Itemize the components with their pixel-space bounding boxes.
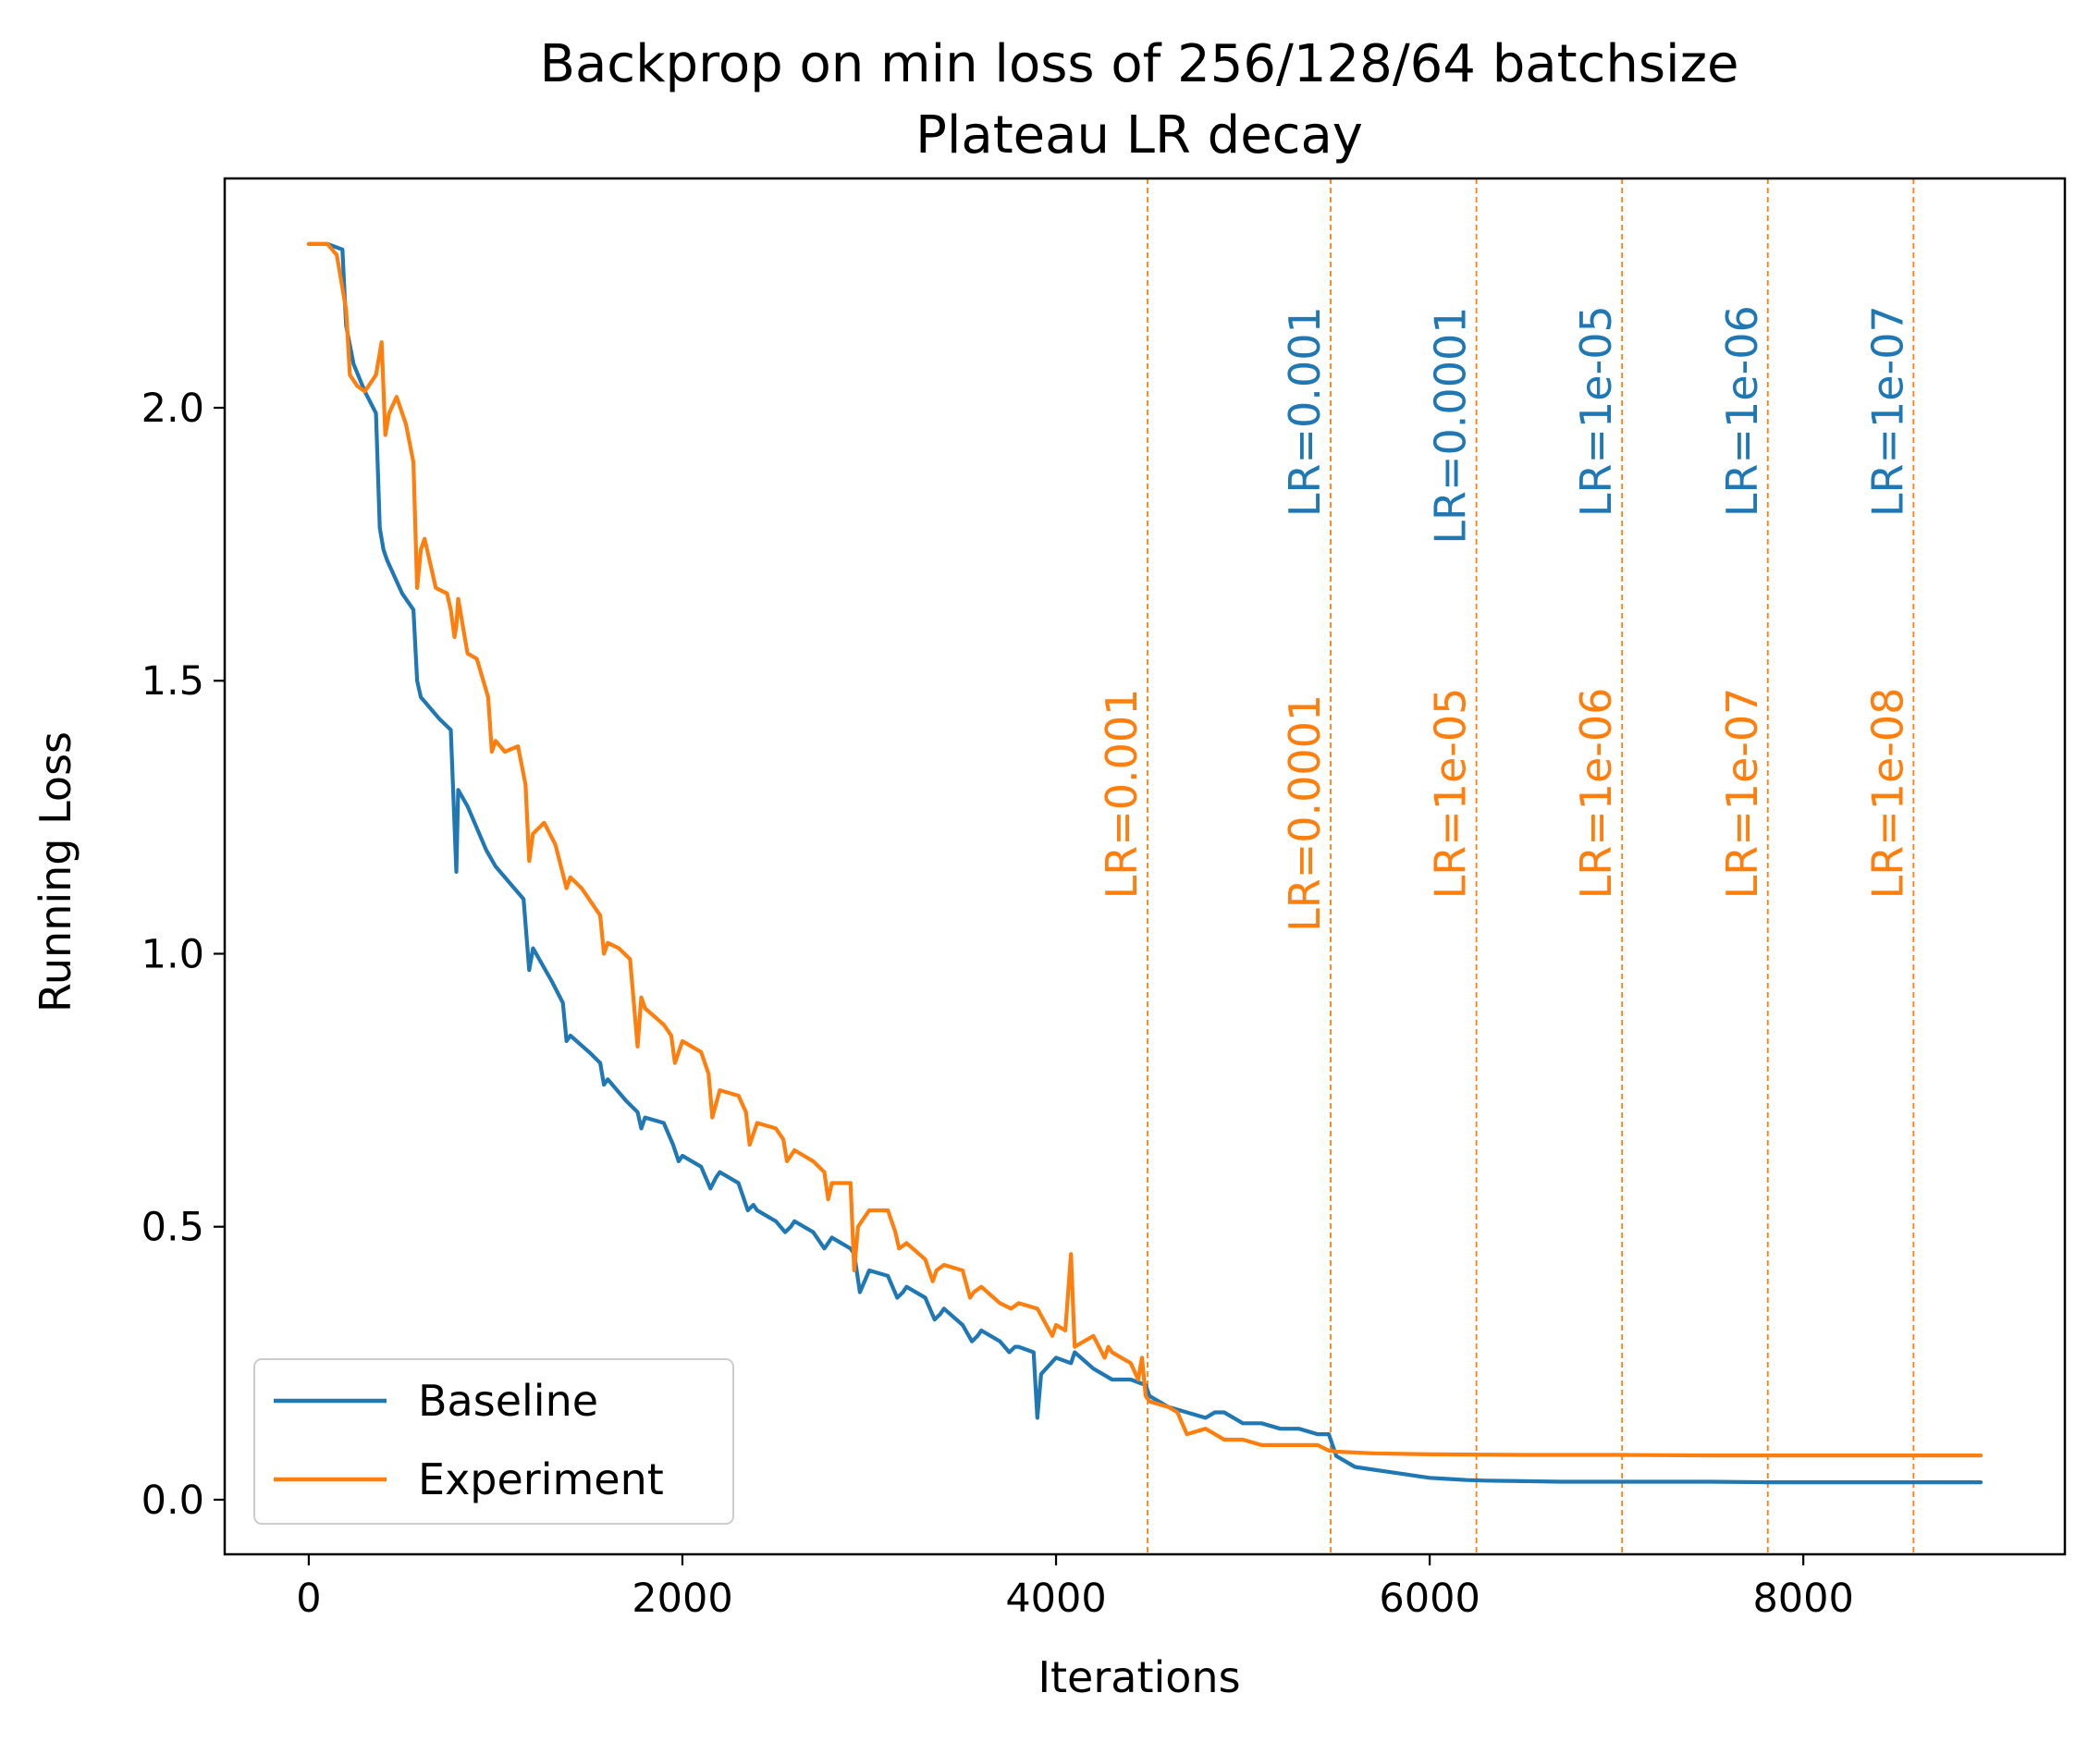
y-tick-label: 1.5 bbox=[141, 658, 204, 705]
x-axis-label: Iterations bbox=[1038, 1652, 1240, 1702]
lr-annotation-5: LR=1e-07 bbox=[1862, 305, 1912, 517]
lr-annotation-3: LR=1e-05 bbox=[1571, 305, 1621, 517]
lr-annotation-8: LR=1e-05 bbox=[1426, 688, 1476, 900]
y-axis-label: Running Loss bbox=[31, 731, 80, 1012]
lr-annotation-9: LR=1e-06 bbox=[1571, 688, 1621, 900]
legend-label-experiment: Experiment bbox=[418, 1454, 664, 1504]
lr-annotation-1: LR=0.001 bbox=[1280, 306, 1330, 517]
lr-annotation-2: LR=0.0001 bbox=[1426, 307, 1476, 545]
legend-label-baseline: Baseline bbox=[418, 1376, 598, 1426]
plot-content: LR=0.001 LR=0.0001 LR=1e-05 LR=1e-06 LR=1e-0… bbox=[306, 178, 1983, 1554]
chart-title: Backprop on min loss of 256/128/64 batch… bbox=[540, 34, 1739, 94]
lr-annotation-4: LR=1e-06 bbox=[1717, 305, 1767, 517]
chart-subtitle: Plateau LR decay bbox=[915, 105, 1363, 166]
lr-annotation-10: LR=1e-07 bbox=[1717, 688, 1767, 900]
x-axis: 0 2000 4000 6000 8000 bbox=[296, 1554, 1854, 1622]
series-line-experiment bbox=[306, 241, 1983, 1458]
y-tick-label: 0.0 bbox=[141, 1478, 204, 1524]
x-tick-label: 2000 bbox=[632, 1576, 732, 1622]
y-tick-label: 2.0 bbox=[141, 386, 204, 432]
x-tick-label: 4000 bbox=[1005, 1576, 1106, 1622]
legend: Baseline Experiment bbox=[253, 1358, 734, 1525]
y-tick-label: 1.0 bbox=[141, 931, 204, 977]
x-tick-label: 8000 bbox=[1752, 1576, 1853, 1622]
y-axis: 0.0 0.5 1.0 1.5 2.0 bbox=[141, 386, 225, 1524]
x-tick-label: 6000 bbox=[1379, 1576, 1480, 1622]
series-line-baseline bbox=[306, 241, 1983, 1485]
x-tick-label: 0 bbox=[296, 1576, 321, 1622]
lr-annotation-6: LR=0.001 bbox=[1097, 689, 1147, 900]
lr-annotation-7: LR=0.0001 bbox=[1280, 694, 1330, 932]
plot-frame bbox=[223, 177, 2067, 1556]
y-tick-label: 0.5 bbox=[141, 1205, 204, 1251]
lr-annotation-11: LR=1e-08 bbox=[1862, 688, 1912, 900]
